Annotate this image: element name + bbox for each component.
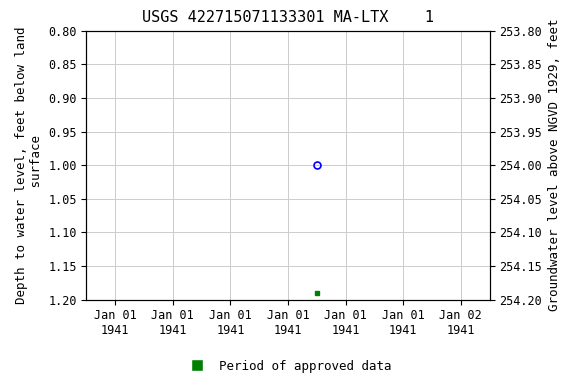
Y-axis label: Groundwater level above NGVD 1929, feet: Groundwater level above NGVD 1929, feet xyxy=(548,19,560,311)
Y-axis label: Depth to water level, feet below land
 surface: Depth to water level, feet below land su… xyxy=(14,26,43,304)
Legend: Period of approved data: Period of approved data xyxy=(179,355,397,378)
Title: USGS 422715071133301 MA-LTX    1: USGS 422715071133301 MA-LTX 1 xyxy=(142,10,434,25)
